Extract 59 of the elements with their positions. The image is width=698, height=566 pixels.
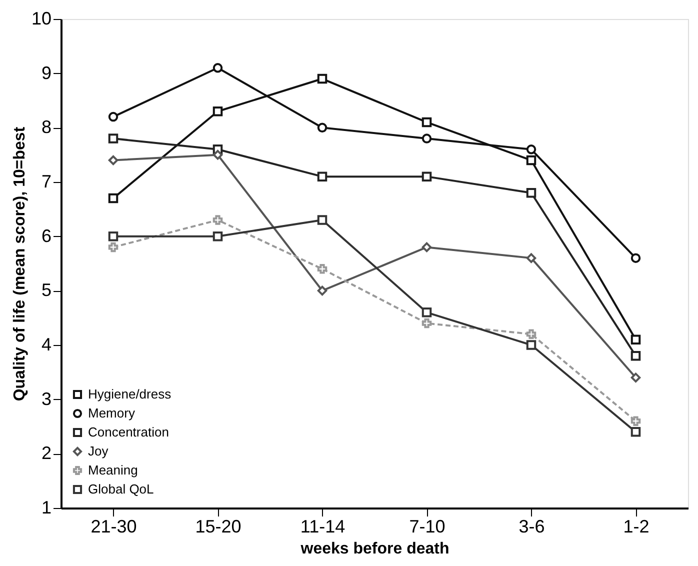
point <box>630 253 641 263</box>
point <box>108 242 118 252</box>
point <box>108 155 118 166</box>
point <box>317 172 328 182</box>
y-tick-label: 10 <box>31 8 52 28</box>
point <box>212 231 223 242</box>
point <box>212 150 223 160</box>
point <box>212 106 223 116</box>
point <box>108 134 118 144</box>
point <box>317 264 328 274</box>
point <box>317 215 328 225</box>
point <box>212 63 223 73</box>
point <box>422 172 432 182</box>
y-tick-label: 5 <box>41 280 52 300</box>
point <box>422 308 432 318</box>
point <box>108 193 118 204</box>
point <box>317 122 328 133</box>
point <box>108 112 118 122</box>
y-tick-label: 2 <box>41 443 52 464</box>
x-tick-label: 11-14 <box>300 516 346 536</box>
point <box>422 242 432 252</box>
point <box>422 134 432 144</box>
y-tick-label: 6 <box>41 226 52 246</box>
legend-label: Concentration <box>88 424 169 440</box>
point <box>526 155 536 166</box>
legend-label: Global QoL <box>88 482 154 496</box>
point <box>317 74 328 84</box>
x-tick-label: 3-6 <box>518 516 545 536</box>
point <box>526 329 536 340</box>
point <box>526 188 536 198</box>
legend-label: Hygiene/dress <box>88 386 172 402</box>
point <box>526 340 536 350</box>
point <box>108 231 118 242</box>
x-tick-label: 15-20 <box>195 516 242 536</box>
legend-label: Memory <box>88 406 136 420</box>
point <box>526 253 536 263</box>
point <box>630 427 641 437</box>
x-tick-label: 21-30 <box>90 516 137 536</box>
point <box>630 350 641 361</box>
y-tick-label: 3 <box>41 388 52 409</box>
point <box>630 416 641 426</box>
point <box>630 334 641 344</box>
x-tick-label: 1-2 <box>623 516 650 536</box>
y-tick-label: 7 <box>41 172 52 192</box>
point <box>630 372 641 382</box>
x-tick-label: 7-10 <box>409 516 446 536</box>
legend-label: Meaning <box>88 462 138 478</box>
y-tick-label: 1 <box>41 498 52 518</box>
point <box>526 144 536 154</box>
legend-label: Joy <box>88 444 109 458</box>
point <box>212 215 223 225</box>
y-tick-label: 4 <box>41 334 52 354</box>
x-axis-title: weeks before death <box>300 540 450 558</box>
y-tick-label: 8 <box>41 117 52 138</box>
y-axis-title: Quality of life (mean score), 10=best <box>11 126 28 402</box>
point <box>422 117 432 128</box>
point <box>422 318 432 328</box>
y-tick-label: 9 <box>41 62 52 83</box>
point <box>317 286 328 296</box>
